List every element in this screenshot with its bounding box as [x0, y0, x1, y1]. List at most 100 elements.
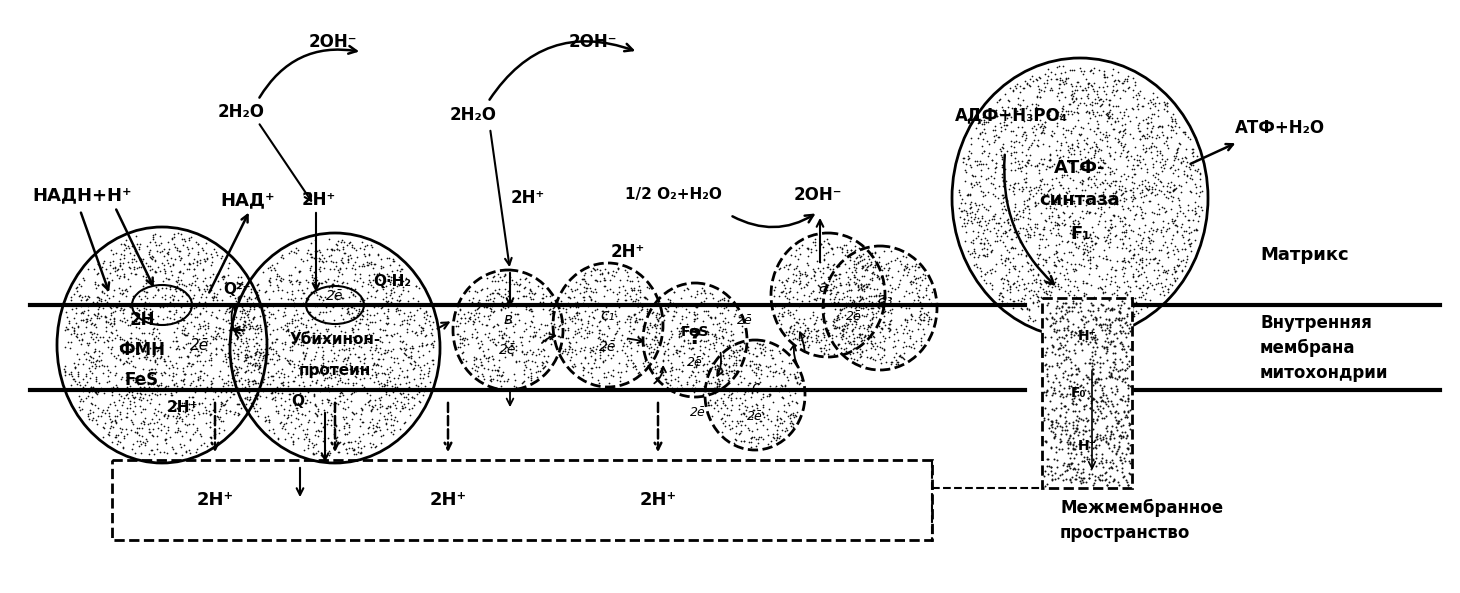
Point [145, 367, 168, 377]
Point [1102, 442, 1126, 452]
Point [1025, 219, 1048, 229]
Point [238, 321, 261, 331]
Point [342, 339, 365, 349]
Point [218, 392, 241, 401]
Point [1048, 111, 1072, 121]
Point [137, 247, 161, 256]
Point [853, 271, 876, 280]
Point [342, 378, 365, 388]
Point [397, 389, 420, 398]
Point [1058, 464, 1082, 473]
Point [108, 390, 131, 399]
Point [146, 346, 169, 355]
Point [889, 352, 912, 362]
Point [1075, 370, 1098, 380]
Point [987, 95, 1010, 104]
Point [1150, 181, 1174, 190]
Point [1104, 278, 1127, 287]
Point [910, 275, 933, 285]
Point [375, 313, 399, 323]
Point [165, 411, 188, 420]
Point [823, 298, 847, 308]
Point [1115, 400, 1139, 409]
Point [1118, 440, 1142, 449]
Point [1080, 100, 1104, 110]
Point [1094, 437, 1117, 447]
Point [704, 364, 727, 374]
Point [343, 320, 366, 329]
Point [558, 294, 581, 303]
Point [661, 311, 685, 321]
Point [267, 434, 291, 444]
Point [1056, 323, 1079, 333]
Point [161, 271, 184, 280]
Point [832, 288, 856, 297]
Point [1028, 165, 1051, 175]
Point [1096, 337, 1120, 346]
Point [470, 336, 493, 346]
Point [276, 326, 299, 335]
Point [1064, 309, 1088, 318]
Point [1113, 119, 1136, 129]
Point [311, 308, 334, 317]
Point [310, 380, 333, 390]
Point [312, 333, 336, 343]
Point [986, 111, 1009, 121]
Point [286, 398, 310, 407]
Point [971, 211, 994, 221]
Point [104, 369, 127, 378]
Point [402, 356, 425, 365]
Point [1048, 317, 1072, 326]
Point [349, 364, 372, 373]
Point [1164, 122, 1187, 131]
Point [159, 391, 182, 400]
Point [561, 313, 584, 323]
Point [1188, 168, 1212, 178]
Point [1034, 117, 1057, 126]
Point [143, 356, 166, 365]
Point [971, 127, 994, 136]
Point [813, 340, 837, 349]
Point [285, 384, 308, 393]
Point [1029, 184, 1053, 194]
Point [1067, 260, 1091, 269]
Point [1061, 444, 1085, 453]
Point [1127, 126, 1150, 136]
Point [1102, 433, 1126, 442]
Point [1171, 157, 1194, 166]
Point [721, 330, 745, 339]
Text: Q: Q [292, 394, 305, 410]
Point [171, 288, 194, 297]
Point [1105, 425, 1129, 435]
Point [1162, 152, 1186, 161]
Point [365, 341, 388, 350]
Point [1105, 381, 1129, 390]
Point [63, 364, 86, 373]
Point [80, 393, 104, 402]
Point [187, 346, 210, 356]
Point [1000, 234, 1023, 243]
Point [866, 302, 889, 312]
Point [1058, 453, 1082, 463]
Point [1156, 268, 1180, 278]
Point [1054, 295, 1077, 305]
Point [86, 309, 110, 318]
Point [177, 358, 200, 367]
Point [1180, 238, 1203, 248]
Point [626, 299, 650, 308]
Point [242, 302, 266, 312]
Point [396, 318, 419, 328]
Point [493, 270, 517, 280]
Point [699, 364, 723, 373]
Point [1076, 378, 1099, 387]
Point [1164, 267, 1187, 276]
Point [162, 301, 185, 311]
Point [393, 349, 416, 358]
Point [597, 324, 620, 333]
Point [1019, 160, 1042, 170]
Point [860, 333, 883, 342]
Point [190, 243, 213, 253]
Point [371, 302, 394, 312]
Point [1035, 454, 1058, 464]
Point [1067, 439, 1091, 448]
